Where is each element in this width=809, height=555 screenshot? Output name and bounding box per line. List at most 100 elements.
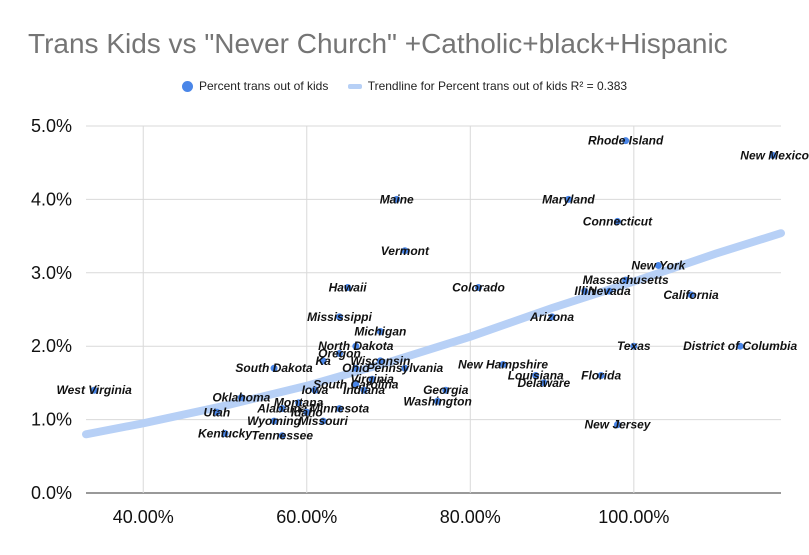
data-point: [213, 408, 221, 416]
x-tick-label: 100.00%: [598, 507, 669, 527]
trendline: [82, 229, 785, 439]
chart-title: Trans Kids vs "Never Church" +Catholic+b…: [28, 28, 728, 59]
legend-label-scatter: Percent trans out of kids: [198, 78, 329, 93]
data-point: [630, 342, 638, 350]
data-point: [90, 386, 98, 394]
data-label: Oregon: [318, 347, 361, 361]
data-label: Texas: [617, 339, 651, 353]
data-point: [352, 342, 360, 350]
data-point: [654, 261, 662, 269]
data-point: [581, 287, 589, 295]
data-label: Connecticut: [583, 214, 653, 228]
data-label: Ka: [315, 354, 331, 368]
data-label: Arizona: [529, 310, 574, 324]
x-tick-label: 40.00%: [113, 507, 174, 527]
data-label: District of Columbia: [683, 339, 797, 353]
data-point: [335, 405, 343, 413]
data-point: [564, 195, 572, 203]
legend-item-scatter[interactable]: Percent trans out of kids: [181, 78, 329, 93]
data-label: Iowa: [302, 383, 329, 397]
data-point: [401, 364, 409, 372]
data-point: [597, 372, 605, 380]
y-tick-label: 1.0%: [31, 410, 72, 430]
data-label: Nevada: [588, 284, 631, 298]
data-point: [278, 405, 286, 413]
data-point: [344, 283, 352, 291]
data-point: [613, 217, 621, 225]
data-label: New Jersey: [584, 418, 651, 432]
data-label: Missouri: [298, 414, 348, 428]
data-point: [401, 247, 409, 255]
data-label: Vermont: [381, 244, 430, 258]
data-label: Wisconsin: [350, 354, 410, 368]
data-point: [548, 313, 556, 321]
data-point: [622, 276, 630, 284]
data-point: [540, 379, 548, 387]
data-label: Idaho: [291, 405, 323, 419]
legend: Percent trans out of kids Trendline for …: [0, 78, 809, 93]
y-tick-label: 5.0%: [31, 116, 72, 136]
x-tick-label: 60.00%: [276, 507, 337, 527]
data-point: [442, 386, 450, 394]
data-label: Pennsylvania: [367, 361, 444, 375]
data-label: Washington: [403, 394, 471, 408]
data-label: Louisiana: [508, 369, 564, 383]
data-label: Minnesota: [310, 402, 370, 416]
x-tick-label: 80.00%: [440, 507, 501, 527]
data-point: [237, 394, 245, 402]
data-label: Oklahoma: [212, 391, 270, 405]
data-label: Maine: [380, 192, 414, 206]
data-label: Virginia: [350, 372, 394, 386]
data-label: Michigan: [354, 325, 406, 339]
data-point: [605, 287, 613, 295]
data-label: South Carolina: [313, 377, 399, 391]
data-point: [335, 313, 343, 321]
data-point: [278, 432, 286, 440]
data-label: Utah: [203, 405, 230, 419]
data-point: [270, 417, 278, 425]
y-tick-label: 3.0%: [31, 263, 72, 283]
legend-line-icon: [347, 84, 362, 90]
data-point: [474, 283, 482, 291]
data-label: California: [663, 288, 719, 302]
data-point: [376, 328, 384, 336]
data-point: [335, 350, 343, 358]
data-label: Hawaii: [329, 280, 368, 294]
data-point: [532, 372, 540, 380]
data-point: [613, 421, 621, 429]
data-point: [368, 375, 376, 383]
data-label: New York: [631, 258, 686, 272]
data-point: [221, 430, 229, 438]
data-point: [319, 357, 327, 365]
data-point: [352, 364, 360, 372]
legend-item-trendline[interactable]: Trendline for Percent trans out of kids …: [347, 79, 627, 93]
data-label: Delaware: [518, 376, 571, 390]
data-label: Wyoming: [247, 414, 301, 428]
data-point: [622, 137, 630, 145]
data-label: Ohio: [342, 361, 369, 375]
data-label: Alabama: [256, 402, 307, 416]
data-label: Florida: [581, 369, 621, 383]
data-point: [295, 399, 303, 407]
data-point: [352, 380, 360, 388]
data-label: North Dakota: [318, 339, 394, 353]
y-tick-label: 0.0%: [31, 483, 72, 503]
data-label: Massachusetts: [583, 273, 669, 287]
data-label: Tennessee: [251, 429, 313, 443]
data-point: [393, 195, 401, 203]
data-label: Colorado: [452, 280, 505, 294]
data-label: Kentucky: [198, 427, 253, 441]
data-point: [376, 357, 384, 365]
data-label: South Dakota: [235, 361, 313, 375]
data-label: New Hampshire: [458, 358, 548, 372]
data-point: [360, 386, 368, 394]
y-tick-label: 4.0%: [31, 189, 72, 209]
data-label: Mississippi: [307, 310, 372, 324]
data-label: Illin: [574, 284, 595, 298]
y-tick-label: 2.0%: [31, 336, 72, 356]
data-label: Georgia: [423, 383, 469, 397]
data-point: [736, 342, 744, 350]
data-label: West Virginia: [56, 383, 132, 397]
data-label: Maryland: [542, 192, 595, 206]
data-label: Montana: [274, 396, 324, 410]
